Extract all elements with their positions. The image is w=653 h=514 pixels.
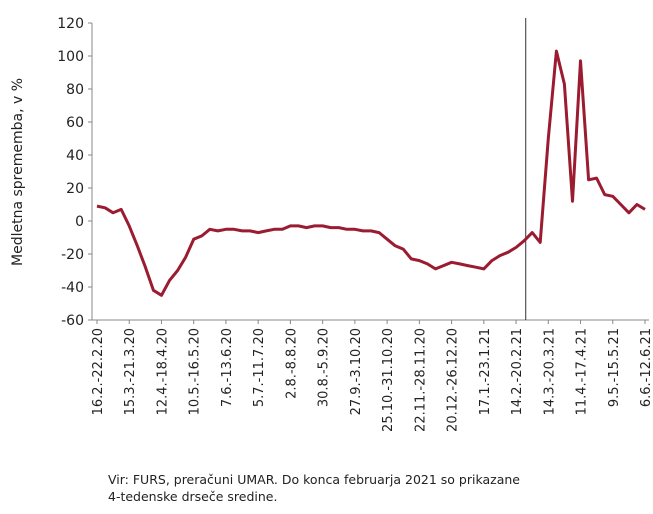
x-tick-label: 25.10.-31.10.20	[381, 328, 396, 432]
x-tick-label: 14.2.-20.2.21	[510, 328, 525, 415]
y-tick-label: 100	[57, 49, 84, 65]
x-tick-label: 5.7.-11.7.20	[252, 328, 267, 407]
y-tick-label: 40	[66, 148, 84, 164]
x-tick-label: 22.11.-28.11.20	[413, 328, 428, 432]
y-tick-label: -20	[61, 247, 84, 263]
x-tick-label: 10.5.-16.5.20	[188, 328, 203, 415]
y-tick-label: -40	[61, 280, 84, 296]
y-tick-label: 0	[75, 214, 84, 230]
x-tick-label: 9.5.-15.5.21	[607, 328, 622, 407]
x-tick-label: 30.8.-5.9.20	[317, 328, 332, 407]
y-tick-label: 60	[66, 115, 84, 131]
y-axis-label: Medletna sprememba, v %	[10, 78, 26, 266]
y-tick-label: 20	[66, 181, 84, 197]
x-tick-label: 2.8.-8.8.20	[284, 328, 299, 399]
note-line: 4-tedenske drseče sredine.	[108, 489, 277, 504]
x-tick-label: 12.4.-18.4.20	[155, 328, 170, 415]
y-tick-label: 120	[57, 16, 84, 32]
note-line: Vir: FURS, preračuni UMAR. Do konca febr…	[108, 472, 520, 487]
x-tick-label: 11.4.-17.4.21	[575, 328, 590, 415]
x-tick-label: 27.9.-3.10.20	[349, 328, 364, 415]
x-tick-label: 15.3.-21.3.20	[123, 328, 138, 415]
y-tick-label: 80	[66, 82, 84, 98]
x-tick-label: 20.12.-26.12.20	[446, 328, 461, 432]
x-tick-label: 16.2.-22.2.20	[91, 328, 106, 415]
x-tick-label: 17.1.-23.1.21	[478, 328, 493, 415]
x-tick-label: 7.6.-13.6.20	[220, 328, 235, 407]
data-line	[96, 49, 646, 297]
x-tick-label: 14.3.-20.3.21	[542, 328, 557, 415]
y-tick-label: -60	[61, 313, 84, 329]
x-tick-label: 6.6.-12.6.21	[639, 328, 653, 407]
